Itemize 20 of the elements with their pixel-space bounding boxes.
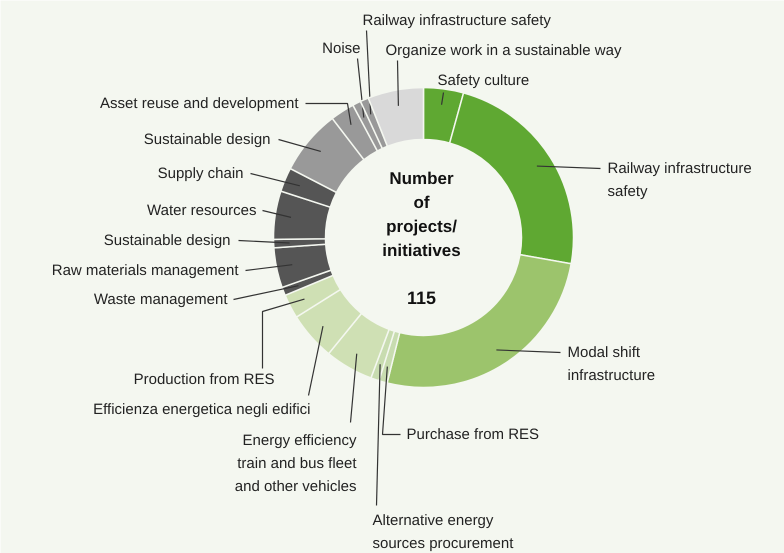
slice-label: Energy efficiency train and bus fleet and other vehicles	[234, 432, 358, 495]
slice-label: Safety culture	[438, 72, 530, 89]
slice-label: Supply chain	[158, 165, 244, 182]
text: Number of projects/ initiatives	[382, 169, 461, 260]
slice-label: Noise	[322, 40, 361, 57]
slice-label: Sustainable design	[104, 232, 231, 249]
slice-label: Waste management	[94, 291, 228, 308]
slice-label: Sustainable design	[144, 131, 271, 148]
slice-label: Production from RES	[134, 371, 274, 388]
slice-label: Asset reuse and development	[100, 95, 300, 112]
slice-label: Railway infrastructure safety	[608, 160, 752, 200]
text: 115	[406, 288, 436, 308]
slice-label: Efficienza energetica negli edifici	[93, 401, 311, 418]
slice-label: Organize work in a sustainable way	[386, 42, 622, 59]
slice-label: Railway infrastructure safety	[362, 12, 552, 29]
slice-label: Alternative energy sources procurement	[372, 512, 514, 552]
slice-label: Raw materials management	[52, 262, 240, 279]
slice-label: Modal shift infrastructure	[568, 344, 656, 384]
slice-label: Purchase from RES	[406, 426, 540, 443]
slice-label: Water resources	[147, 202, 257, 219]
